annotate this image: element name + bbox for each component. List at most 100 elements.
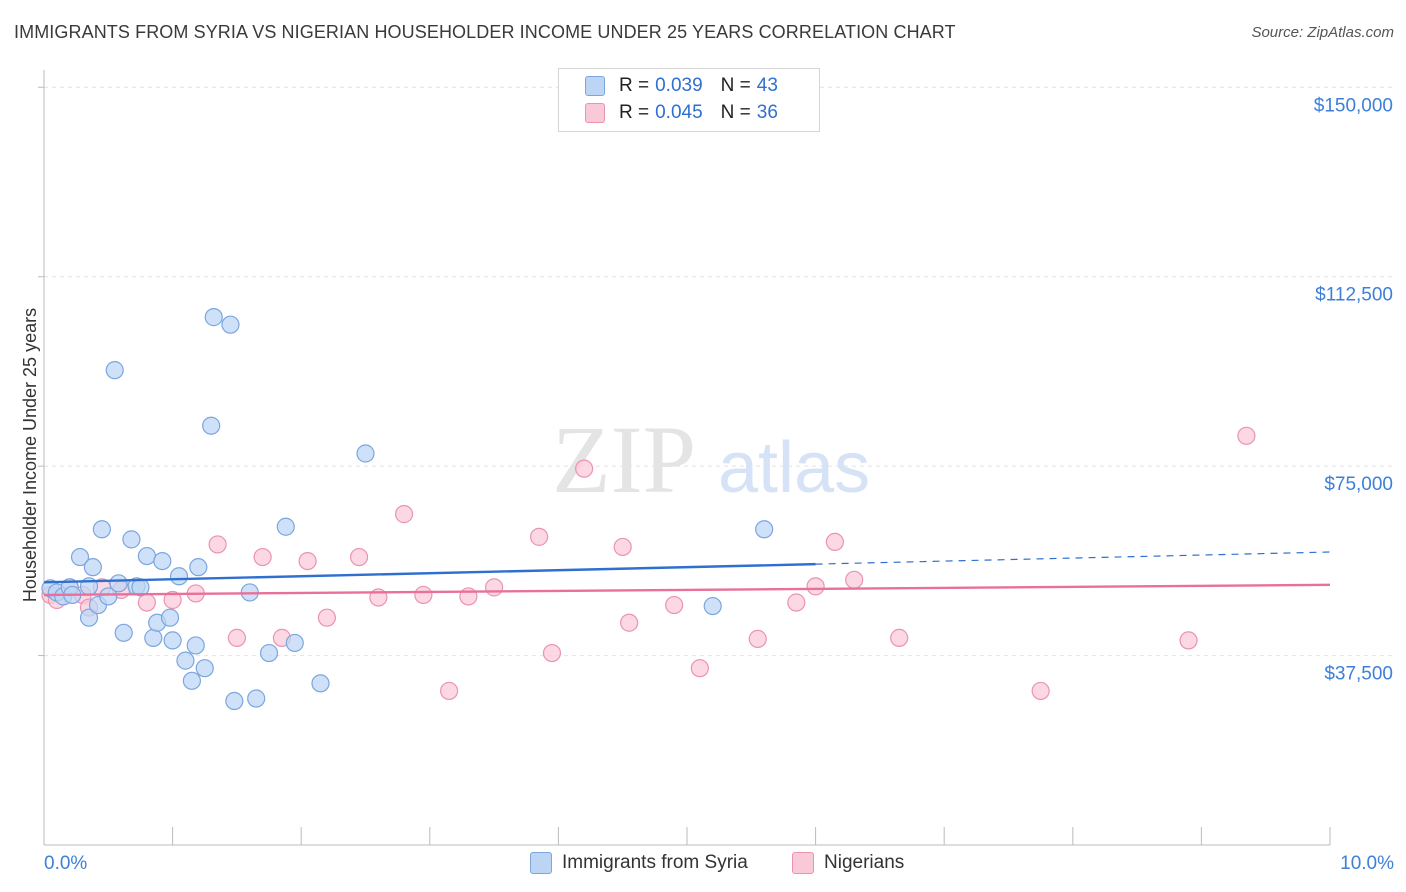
nigerians-point [542,643,562,663]
nigerians-point [137,593,156,612]
legend-row-syria: R = 0.039 N = 43 [585,73,778,99]
nigerians-point [787,593,806,612]
bottom-legend-label-nigerians: Nigerians [824,852,905,873]
syria-point [259,643,279,663]
y-axis-label: Householder Income Under 25 years [20,308,40,602]
legend-row-nigerians: R = 0.045 N = 36 [585,100,778,126]
syria-point [153,551,172,571]
legend-swatch-nigerians [585,103,605,123]
bottom-legend-swatch-syria [530,852,552,874]
syria-point [99,587,118,606]
nigerians-point [317,608,337,627]
bottom-legend-swatch-nigerians [792,852,814,874]
syria-point [114,623,133,642]
trend-lines [43,551,1331,597]
legend-r-value-nigerians: 0.045 [655,102,703,123]
nigerians-point [690,659,709,678]
nigerians-point [439,681,459,701]
watermark-atlas: atlas [718,428,870,508]
nigerians-point [227,628,246,647]
nigerians-point [163,590,182,610]
bottom-legend-nigerians: Nigerians [792,852,904,874]
y-tick-label: $112,500 [1315,285,1393,306]
nigerians-point [1237,426,1256,445]
syria-point [285,633,304,653]
nigerians-point [394,505,414,524]
syria-point [221,315,240,334]
syria-point [247,689,266,708]
syria-point [83,558,102,577]
y-tick-label: $37,500 [1324,664,1393,685]
syria-point [160,608,180,627]
legend-n-value-nigerians: 36 [756,102,778,123]
nigerians-point [349,547,369,567]
stats-legend: R = 0.039 N = 43 R = 0.045 N = 36 [558,68,820,132]
syria-trend-extension [815,551,1331,565]
syria-point [182,671,201,690]
syria-point [189,558,208,577]
syria-point [79,608,99,627]
syria-point [186,636,205,655]
nigerians-point [1031,681,1050,701]
syria-point [195,659,214,678]
nigerians-point [845,570,864,589]
nigerians-point [575,459,594,478]
nigerians-point [485,578,504,597]
nigerians-point [530,527,549,546]
legend-n-label: N = [720,75,751,96]
syria-point [163,631,182,650]
bottom-legend-label-syria: Immigrants from Syria [562,852,748,873]
y-tick-label: $75,000 [1324,474,1393,495]
nigerians-point [613,537,632,557]
y-tick-label: $150,000 [1314,95,1393,116]
x-tick-labels: 0.0% 10.0% [44,853,1394,874]
syria-point [202,416,221,435]
nigerians-trend-line [43,583,1331,597]
x-tick-label-max: 10.0% [1340,853,1394,874]
legend-r-value-syria: 0.039 [655,75,703,96]
nigerians-point [825,532,844,552]
x-tick-label-min: 0.0% [44,853,87,874]
syria-point [169,567,189,586]
chart-title: IMMIGRANTS FROM SYRIA VS NIGERIAN HOUSEH… [14,22,956,42]
legend-n-value-syria: 43 [756,75,778,96]
syria-point [137,546,156,566]
nigerians-point [620,613,639,632]
syria-point [703,596,722,616]
syria-point [755,520,774,539]
syria-point [356,444,375,463]
bottom-legend-syria: Immigrants from Syria [530,852,748,874]
source-note: Source: ZipAtlas.com [1251,24,1394,41]
legend-r-label: R = [619,75,650,96]
legend-r-label: R = [619,102,650,123]
syria-point [276,517,295,536]
axes [38,70,1331,846]
series-nigerians-points [41,426,1256,701]
syria-point [225,691,244,711]
syria-point [105,361,124,380]
watermark-zip: ZIP [552,406,696,513]
nigerians-point [665,595,684,615]
nigerians-point [748,629,767,648]
nigerians-point [806,577,825,596]
nigerians-point [208,535,227,554]
syria-trend-line [43,562,816,584]
syria-point [176,651,195,670]
syria-point [144,628,163,647]
nigerians-point [890,628,909,647]
syria-point [311,674,330,693]
legend-swatch-syria [585,76,605,96]
nigerians-point [298,551,317,571]
nigerians-point [1179,631,1198,650]
syria-point [92,520,111,539]
syria-point [204,308,223,327]
syria-point [109,574,128,593]
grid-lines [44,86,1394,657]
nigerians-point [253,547,272,567]
nigerians-point [414,585,433,605]
syria-point [70,547,90,567]
syria-point [122,530,141,549]
legend-n-label: N = [720,102,751,123]
series-syria-points [41,308,774,711]
